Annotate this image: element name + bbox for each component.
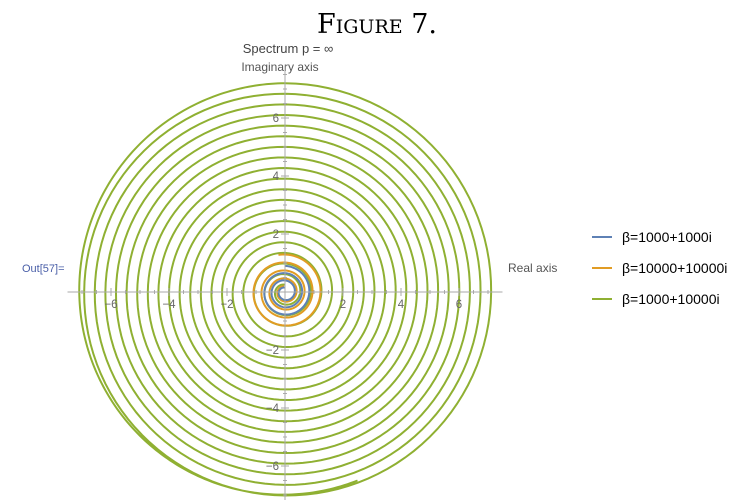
y-tick-label: −2 — [266, 345, 279, 357]
y-tick-label: 2 — [273, 229, 279, 241]
series-line — [78, 82, 493, 497]
legend-label: β=1000+1000i — [622, 229, 712, 245]
legend-item: β=10000+10000i — [592, 260, 727, 276]
legend-label: β=1000+10000i — [622, 291, 720, 307]
series-line — [252, 253, 322, 327]
legend-item: β=1000+1000i — [592, 229, 712, 245]
x-axis-label: Real axis — [508, 261, 557, 275]
legend: β=1000+1000i β=10000+10000i β=1000+10000… — [592, 229, 727, 307]
series-line — [263, 264, 311, 316]
y-tick-label: 4 — [273, 171, 280, 183]
x-tick-label: −4 — [162, 299, 176, 311]
x-tick-label: 4 — [398, 299, 405, 311]
x-tick-label: 2 — [340, 299, 346, 311]
y-axis-label: Imaginary axis — [241, 60, 318, 74]
x-tick-label: −2 — [220, 299, 233, 311]
figure-caption: Figure 7. — [317, 9, 437, 40]
ticks: −6 −4 −2 2 4 6 −6 −4 −2 2 4 6 — [81, 74, 489, 496]
y-tick-label: 6 — [273, 113, 279, 125]
chart-title: Spectrum p = ∞ — [243, 41, 334, 56]
y-tick-label: −4 — [266, 403, 280, 415]
y-tick-label: −6 — [266, 461, 279, 473]
x-tick-label: −6 — [104, 299, 117, 311]
output-cell-label: Out[57]= — [22, 263, 65, 275]
legend-label: β=10000+10000i — [622, 260, 727, 276]
legend-item: β=1000+10000i — [592, 291, 720, 307]
x-tick-label: 6 — [456, 299, 462, 311]
